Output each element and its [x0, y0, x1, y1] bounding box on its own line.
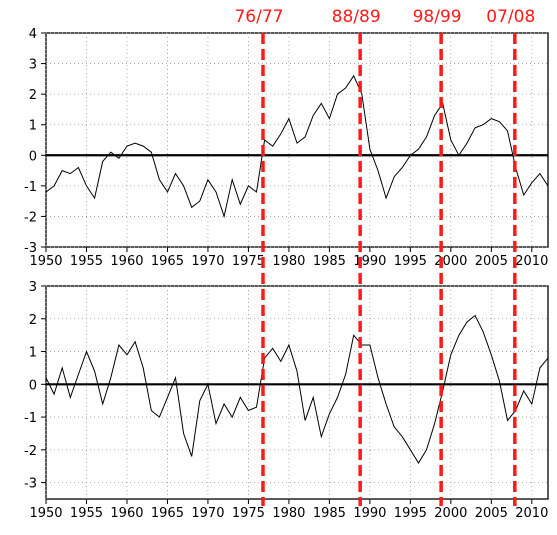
x-tick-label: 2010: [515, 254, 548, 269]
y-tick-label: 4: [29, 27, 37, 42]
y-tick-label: -2: [24, 210, 37, 225]
y-tick-label: -1: [24, 411, 37, 426]
x-tick-label: 1975: [232, 254, 265, 269]
regime-shift-lines: [261, 33, 517, 506]
regime-label-1: 76/77: [234, 7, 283, 27]
y-ticks-top: -3 -2 -1 0 1 2 3 4: [24, 27, 46, 256]
regime-shift-labels: 76/77 88/89 98/99 07/08: [234, 7, 535, 27]
x-tick-label: 1955: [70, 506, 103, 521]
x-tick-label: 1975: [232, 506, 265, 521]
regime-label-4: 07/08: [486, 7, 535, 27]
y-tick-label: 1: [29, 119, 37, 134]
x-tick-label: 1965: [151, 254, 184, 269]
y-tick-label: 0: [29, 149, 37, 164]
panel-top: -3 -2 -1 0 1 2 3 4 1950 1955 1960 1965 1970 1975 1980…: [24, 27, 549, 269]
x-tick-label: 1985: [313, 254, 346, 269]
y-tick-label: 2: [29, 313, 37, 328]
x-tick-label: 1960: [110, 254, 143, 269]
plot-frame-top: [45, 32, 549, 248]
y-tick-label: -3: [24, 241, 37, 256]
y-tick-label: -1: [24, 180, 37, 195]
x-tick-label: 1985: [313, 506, 346, 521]
x-tick-label: 1980: [272, 506, 305, 521]
x-tick-label: 1970: [191, 506, 224, 521]
x-tick-label: 2005: [475, 254, 508, 269]
x-tick-label: 1995: [394, 254, 427, 269]
y-tick-label: 3: [29, 280, 37, 295]
series-line-top: [45, 74, 549, 219]
y-tick-label: 2: [29, 88, 37, 103]
y-tick-label: 0: [29, 378, 37, 393]
x-tick-label: 1950: [29, 254, 62, 269]
y-ticks-bottom: -3 -2 -1 0 1 2 3: [24, 280, 46, 492]
x-tick-label: 2010: [515, 506, 548, 521]
x-tick-label: 1995: [394, 506, 427, 521]
x-tick-label: 1950: [29, 506, 62, 521]
y-tick-label: -3: [24, 477, 37, 492]
grid-top: [45, 32, 548, 248]
x-tick-label: 1990: [353, 254, 386, 269]
y-tick-label: 1: [29, 346, 37, 361]
x-tick-label: 2000: [434, 254, 467, 269]
x-tick-label: 1955: [70, 254, 103, 269]
regime-label-3: 98/99: [413, 7, 462, 27]
x-tick-label: 1960: [110, 506, 143, 521]
regime-label-2: 88/89: [332, 7, 381, 27]
y-tick-label: 3: [29, 58, 37, 73]
x-tick-label: 1980: [272, 254, 305, 269]
x-tick-label: 2000: [434, 506, 467, 521]
y-tick-label: -2: [24, 444, 37, 459]
x-tick-label: 1970: [191, 254, 224, 269]
x-ticks-top: 1950 1955 1960 1965 1970 1975 1980 1985 1990 1995…: [29, 247, 548, 269]
plot-frame-bottom: [45, 285, 549, 500]
x-tick-label: 1990: [353, 506, 386, 521]
x-ticks-bottom: 1950 1955 1960 1965 1970 1975 1980 1985 1990 1995…: [29, 499, 548, 521]
x-tick-label: 1965: [151, 506, 184, 521]
series-line-bottom: [45, 314, 549, 464]
x-tick-label: 2005: [475, 506, 508, 521]
